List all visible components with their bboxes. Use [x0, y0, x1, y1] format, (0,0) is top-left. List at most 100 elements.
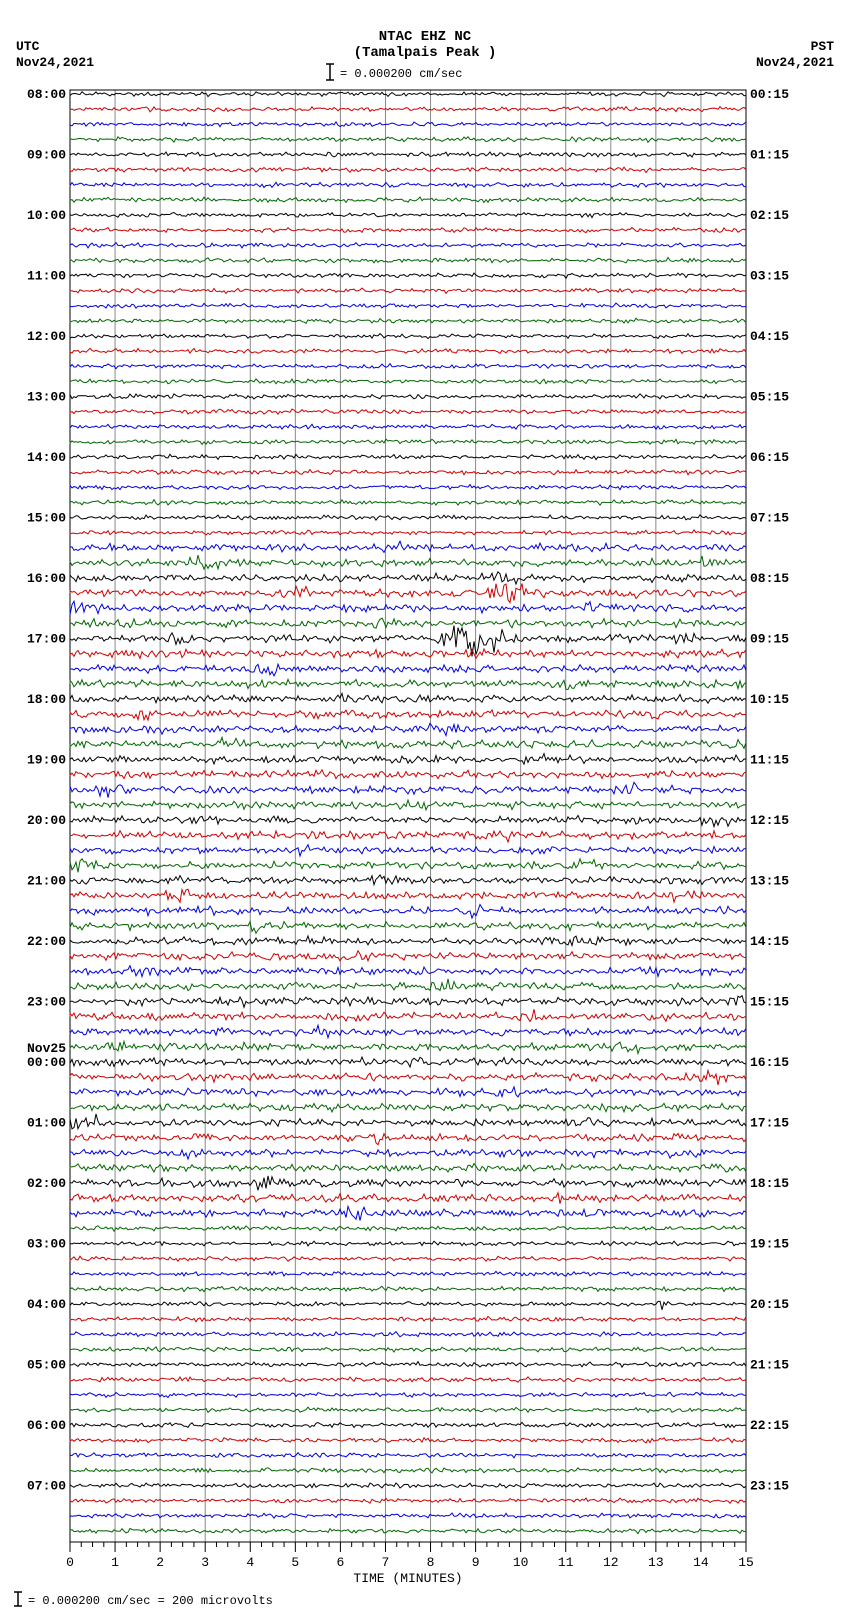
trace-line	[70, 905, 746, 919]
trace-line	[70, 618, 746, 628]
trace-line	[70, 922, 746, 934]
trace-line	[70, 243, 746, 248]
trace-line	[70, 936, 746, 946]
trace-line	[70, 213, 746, 218]
utc-hour-label: 06:00	[27, 1418, 66, 1433]
footer-text: = 0.000200 cm/sec = 200 microvolts	[28, 1594, 273, 1608]
trace-line	[70, 1332, 746, 1337]
trace-line	[70, 1392, 746, 1397]
trace-line	[70, 424, 746, 429]
trace-line	[70, 951, 746, 961]
pst-hour-label: 22:15	[750, 1418, 789, 1433]
x-axis-label: TIME (MINUTES)	[353, 1571, 462, 1586]
trace-line	[70, 875, 746, 885]
trace-line	[70, 485, 746, 490]
trace-line	[70, 348, 746, 353]
utc-hour-label: 02:00	[27, 1176, 66, 1191]
pst-hour-label: 11:15	[750, 753, 789, 768]
trace-line	[70, 409, 746, 414]
pst-hour-label: 02:15	[750, 208, 789, 223]
trace-line	[70, 379, 746, 384]
trace-line	[70, 859, 746, 873]
trace-line	[70, 1009, 746, 1021]
trace-line	[70, 470, 746, 475]
pst-hour-label: 23:15	[750, 1479, 789, 1494]
utc-hour-label: 17:00	[27, 632, 66, 647]
left-tz: UTC	[16, 39, 40, 54]
pst-hour-label: 04:15	[750, 329, 789, 344]
trace-line	[70, 1087, 746, 1097]
trace-line	[70, 1468, 746, 1473]
trace-line	[70, 137, 746, 143]
utc-hour-label: 13:00	[27, 390, 66, 405]
utc-hour-label: 14:00	[27, 450, 66, 465]
trace-line	[70, 167, 746, 172]
trace-line	[70, 1149, 746, 1159]
trace-line	[70, 996, 746, 1008]
trace-line	[70, 1377, 746, 1382]
trace-line	[70, 1226, 746, 1231]
utc-hour-label: 09:00	[27, 148, 66, 163]
pst-hour-label: 03:15	[750, 269, 789, 284]
pst-hour-label: 18:15	[750, 1176, 789, 1191]
trace-line	[70, 1316, 746, 1321]
x-tick-label: 14	[693, 1555, 709, 1570]
trace-line	[70, 1134, 746, 1145]
trace-line	[70, 1057, 746, 1067]
station-code: NTAC EHZ NC	[379, 29, 472, 45]
x-tick-label: 7	[382, 1555, 390, 1570]
trace-line	[70, 1528, 746, 1533]
trace-line	[70, 1241, 746, 1246]
right-tz: PST	[811, 39, 835, 54]
x-tick-label: 1	[111, 1555, 119, 1570]
pst-hour-label: 14:15	[750, 934, 789, 949]
trace-line	[70, 1498, 746, 1503]
utc-hour-label: 05:00	[27, 1358, 66, 1373]
trace-line	[70, 626, 746, 657]
trace-line	[70, 500, 746, 506]
trace-line	[70, 831, 746, 842]
trace-line	[70, 1193, 746, 1204]
pst-hour-label: 13:15	[750, 874, 789, 889]
utc-hour-label: 19:00	[27, 753, 66, 768]
pst-hour-label: 00:15	[750, 87, 789, 102]
right-date: Nov24,2021	[756, 55, 834, 70]
trace-line	[70, 723, 746, 735]
trace-line	[70, 737, 746, 748]
trace-line	[70, 1286, 746, 1291]
trace-line	[70, 1362, 746, 1368]
trace-line	[70, 1103, 746, 1112]
trace-line	[70, 107, 746, 112]
x-tick-label: 2	[156, 1555, 164, 1570]
trace-line	[70, 754, 746, 765]
pst-hour-label: 15:15	[750, 995, 789, 1010]
x-tick-label: 13	[648, 1555, 664, 1570]
pst-hour-label: 06:15	[750, 450, 789, 465]
trace-line	[70, 555, 746, 569]
trace-line	[70, 1070, 746, 1085]
utc-hour-label: 01:00	[27, 1116, 66, 1131]
pst-hour-label: 08:15	[750, 571, 789, 586]
x-tick-label: 3	[201, 1555, 209, 1570]
trace-line	[70, 1513, 746, 1518]
x-tick-label: 0	[66, 1555, 74, 1570]
trace-line	[70, 1256, 746, 1261]
pst-hour-label: 07:15	[750, 511, 789, 526]
utc-hour-label: 10:00	[27, 208, 66, 223]
trace-line	[70, 800, 746, 810]
trace-line	[70, 679, 746, 689]
utc-hour-label: 11:00	[27, 269, 66, 284]
trace-line	[70, 1301, 746, 1309]
utc-hour-label: 16:00	[27, 571, 66, 586]
utc-hour-label: 23:00	[27, 995, 66, 1010]
x-tick-label: 15	[738, 1555, 754, 1570]
trace-line	[70, 394, 746, 399]
trace-line	[70, 454, 746, 459]
utc-hour-label: 15:00	[27, 511, 66, 526]
trace-line	[70, 273, 746, 278]
trace-line	[70, 318, 746, 323]
trace-line	[70, 1206, 746, 1220]
station-location: (Tamalpais Peak )	[354, 45, 497, 61]
trace-line	[70, 1271, 746, 1276]
pst-hour-label: 20:15	[750, 1297, 789, 1312]
